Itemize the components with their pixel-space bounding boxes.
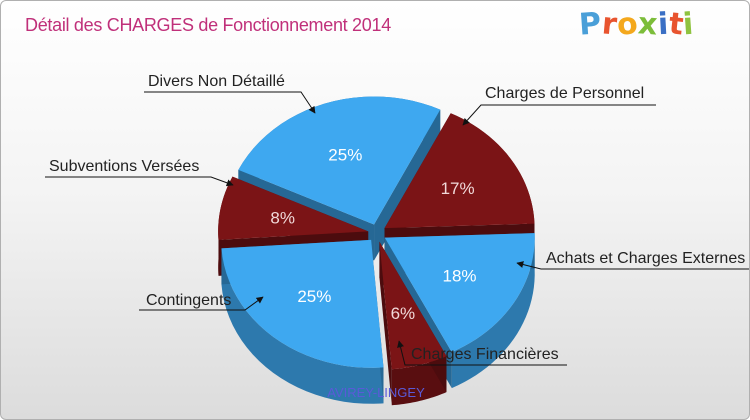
pie-slice-top xyxy=(221,239,384,368)
pie-slice xyxy=(379,241,447,406)
pie-slice-top xyxy=(379,241,447,370)
slice-percent-label: 6% xyxy=(391,304,416,323)
labels-layer: 17% 25% 8% 25% 6% 18% Charges de Personnel Acha… xyxy=(45,73,749,366)
slice-percent-label: 17% xyxy=(441,179,475,198)
pie-slice-top xyxy=(384,113,535,229)
chart-title: Détail des CHARGES de Fonctionnement 201… xyxy=(25,15,391,35)
commune-name: AVIREY-LINGEY xyxy=(327,385,425,400)
callout-line xyxy=(516,261,749,270)
slice-category-label: Subventions Versées xyxy=(49,158,199,175)
pie-slice-side xyxy=(451,233,535,389)
pie-slice-top xyxy=(218,176,369,240)
slice-category-label: Divers Non Détaillé xyxy=(148,73,285,90)
callout-line xyxy=(144,91,316,114)
pie-slice xyxy=(221,239,384,404)
pie-slice-edge xyxy=(379,241,392,406)
callout-line xyxy=(139,296,264,311)
callout-line xyxy=(397,340,567,366)
slice-percent-label: 18% xyxy=(443,267,477,286)
pie-slice-side xyxy=(221,248,384,404)
callout-line xyxy=(45,176,234,187)
slice-category-label: Achats et Charges Externes xyxy=(546,250,745,267)
pie-slice-top xyxy=(384,233,535,353)
slice-category-label: Charges Financières xyxy=(411,346,559,363)
slice-percent-label: 25% xyxy=(328,145,362,164)
slice-percent-label: 25% xyxy=(297,287,331,306)
slice-percent-label: 8% xyxy=(270,209,295,228)
slice-category-label: Charges de Personnel xyxy=(485,85,644,102)
slices-layer xyxy=(218,96,535,406)
pie-slice-top xyxy=(238,96,441,225)
slice-category-label: Contingents xyxy=(146,292,231,309)
callout-line xyxy=(462,104,656,126)
